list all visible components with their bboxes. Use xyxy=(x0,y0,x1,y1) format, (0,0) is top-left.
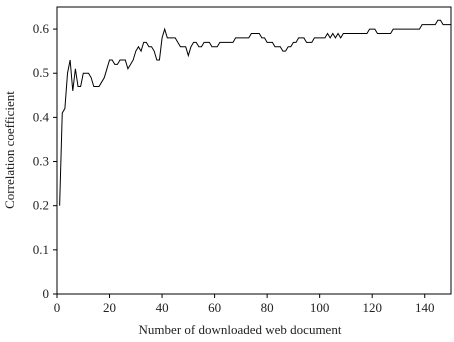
x-tick-label: 60 xyxy=(208,300,221,315)
y-tick-label: 0.4 xyxy=(33,109,50,124)
y-tick-label: 0 xyxy=(43,286,50,301)
plot-frame xyxy=(56,6,452,295)
x-tick-label: 140 xyxy=(415,300,435,315)
y-tick-label: 0.5 xyxy=(33,65,49,80)
x-tick-label: 0 xyxy=(54,300,61,315)
y-tick-label: 0.1 xyxy=(33,242,49,257)
x-tick-label: 40 xyxy=(156,300,169,315)
x-tick-label: 20 xyxy=(103,300,116,315)
data-line xyxy=(59,19,451,206)
x-tick-label: 80 xyxy=(261,300,274,315)
y-tick-label: 0.3 xyxy=(33,154,49,169)
x-tick-label: 120 xyxy=(362,300,382,315)
x-axis-label: Number of downloaded web document xyxy=(139,322,342,337)
y-tick-label: 0.6 xyxy=(33,21,50,36)
y-axis-label: Correlation coefficient xyxy=(2,91,17,209)
y-tick-label: 0.2 xyxy=(33,198,49,213)
x-tick-label: 100 xyxy=(310,300,330,315)
